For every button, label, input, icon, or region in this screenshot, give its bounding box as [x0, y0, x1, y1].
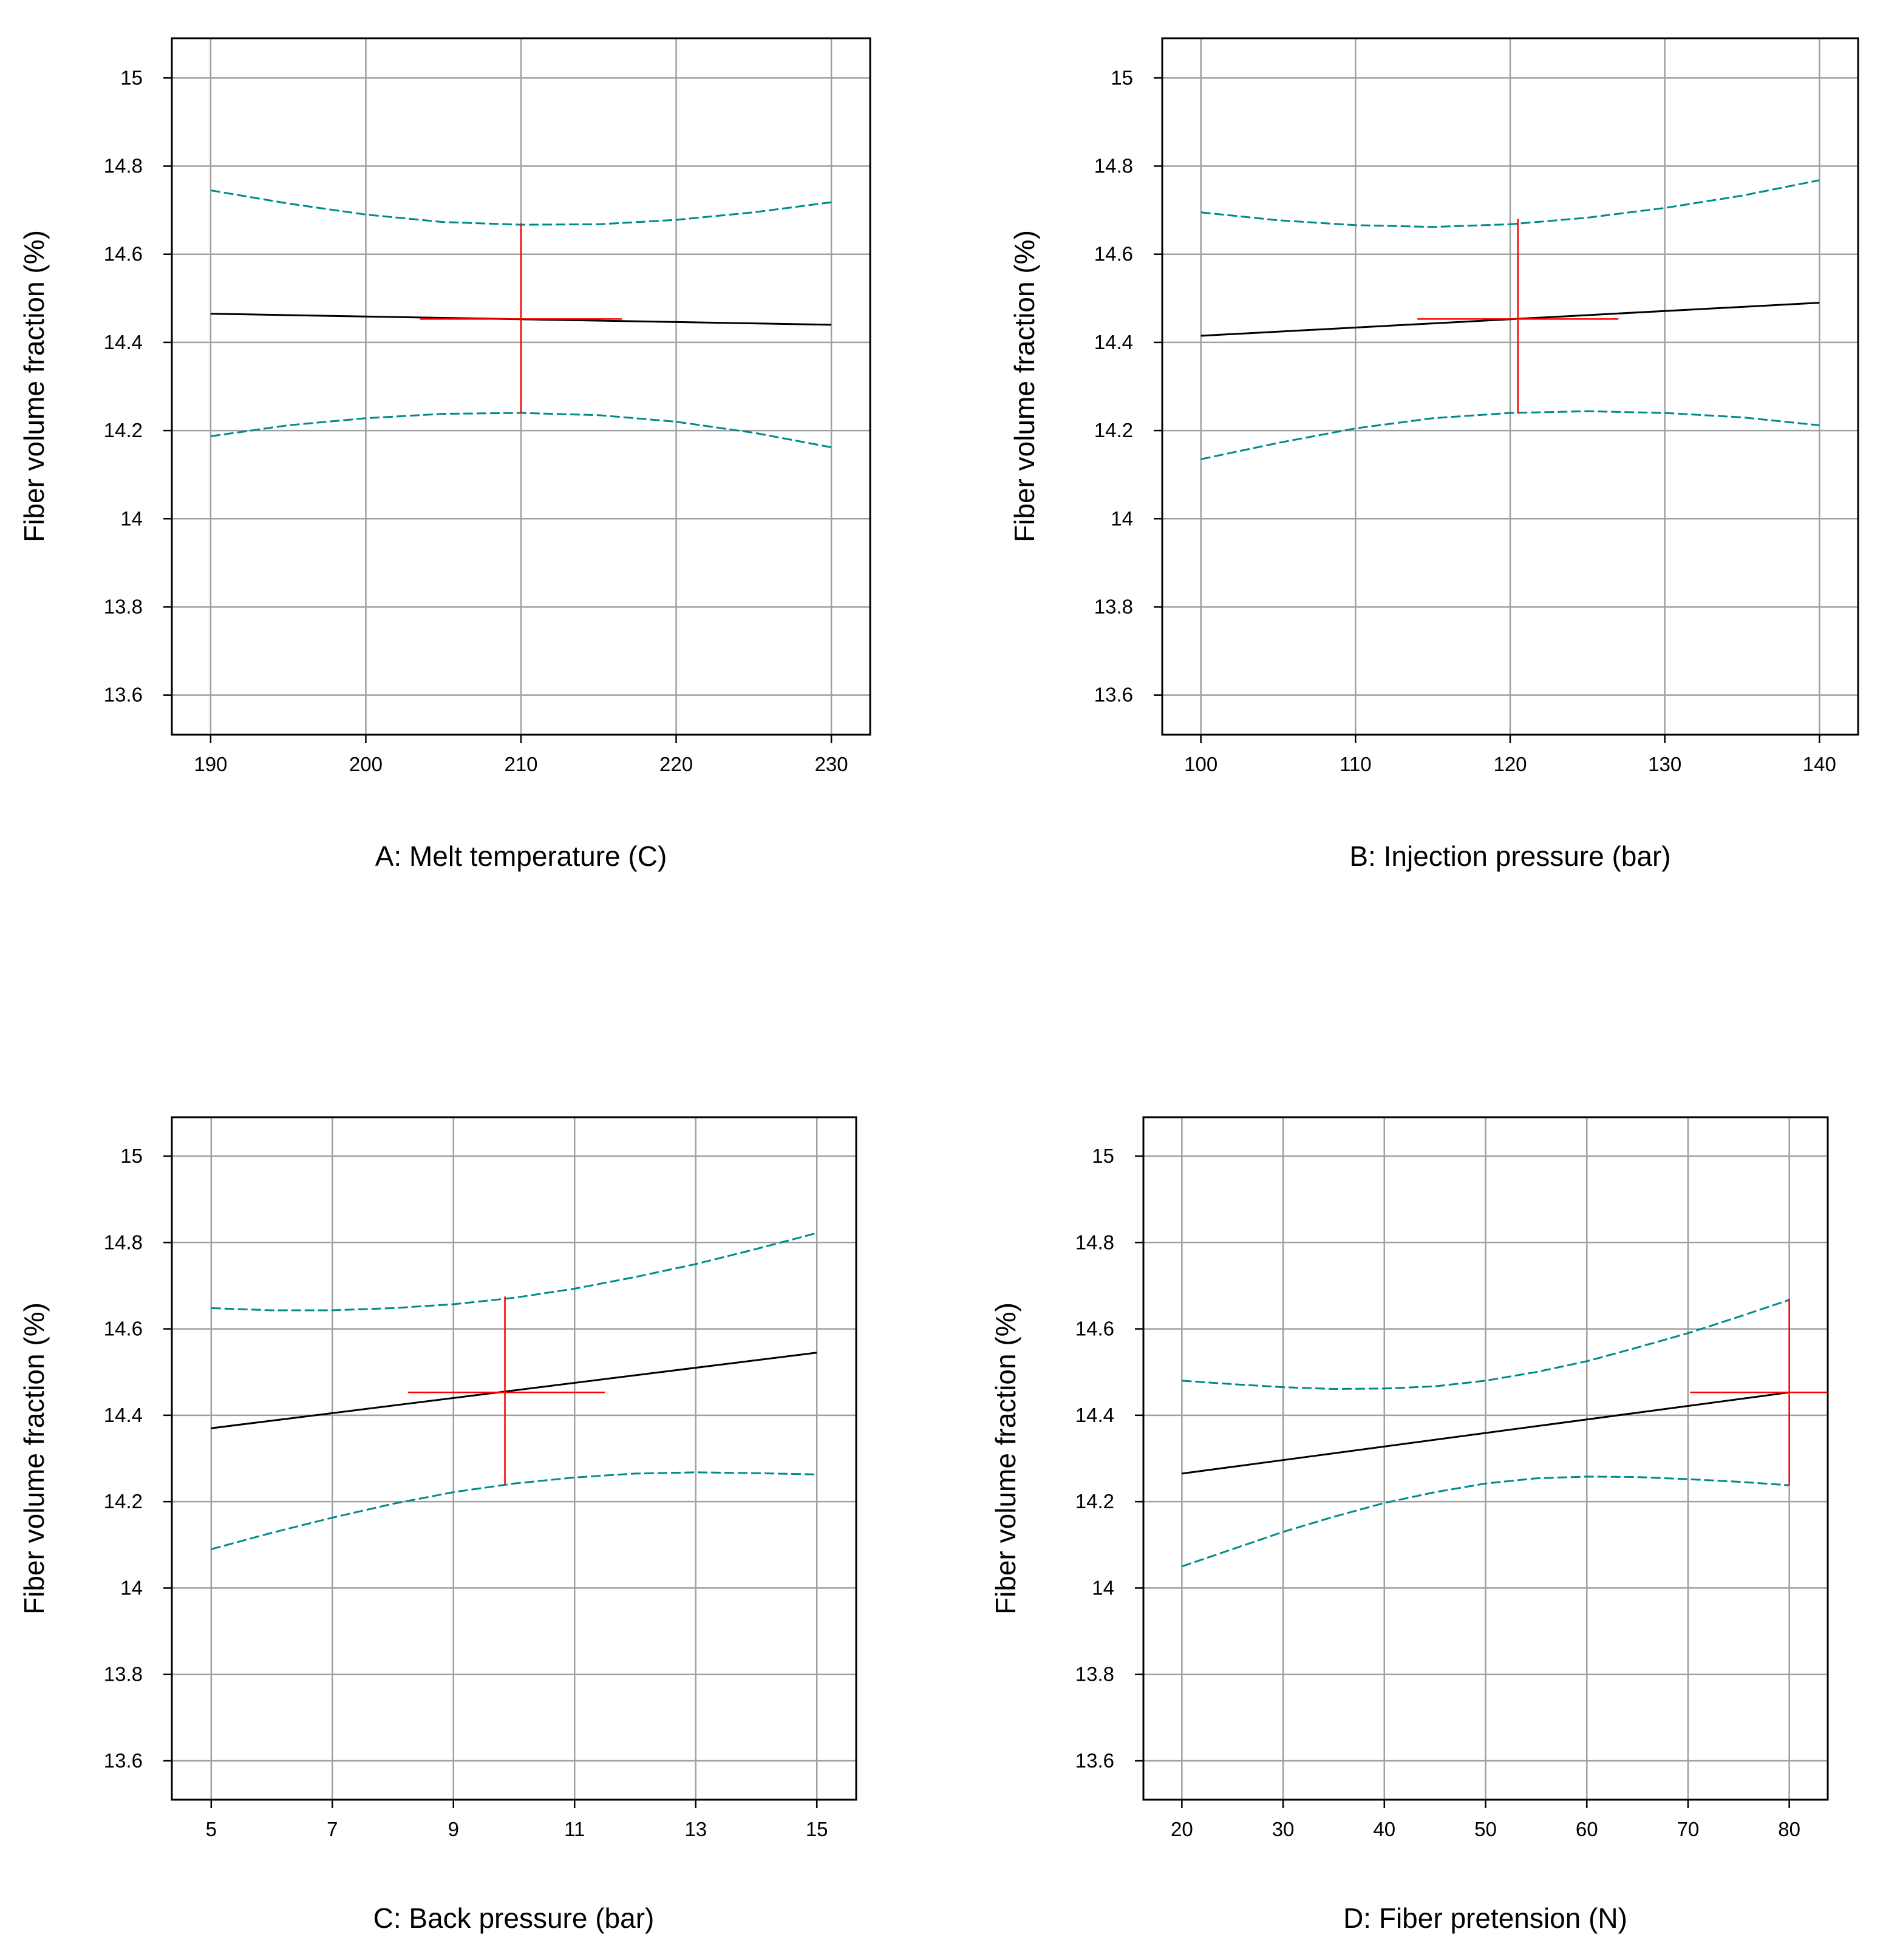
x-tick-label: 200 — [349, 753, 383, 775]
x-tick-label: 50 — [1474, 1818, 1497, 1840]
y-tick-label: 14 — [120, 1576, 143, 1599]
panel-3: 5 7 9 11 13 15 13.6 13.8 14 14.2 14.4 14.6 14.8 15 C: … — [18, 1116, 857, 1934]
lower-ci-line — [1200, 410, 1820, 460]
y-tick-label: 14.2 — [1094, 419, 1133, 441]
plot-frame — [1161, 37, 1859, 736]
y-tick-label: 14 — [1111, 507, 1133, 529]
x-tick-label: 20 — [1171, 1818, 1193, 1840]
x-tick-label: 120 — [1493, 753, 1527, 775]
x-tick-label: 220 — [659, 753, 693, 775]
upper-ci-line — [1182, 1299, 1790, 1390]
predicted-line — [211, 1352, 817, 1429]
y-tick-label: 13.6 — [104, 684, 143, 706]
y-tick-label: 14.6 — [104, 243, 143, 265]
plot-frame — [1142, 1116, 1829, 1801]
y-tick-label: 14.8 — [1094, 155, 1133, 177]
y-tick-label: 14.8 — [104, 1231, 143, 1253]
plot-frame — [171, 1116, 857, 1801]
y-tick-label: 14.6 — [1075, 1318, 1114, 1340]
x-tick-label: 70 — [1677, 1818, 1700, 1840]
x-tick-label: 140 — [1803, 753, 1836, 775]
y-tick-label: 13.6 — [1075, 1749, 1114, 1772]
panel-1: 190 200 210 220 230 13.6 13.8 14 14.2 14.4 14.6 14.… — [18, 37, 871, 872]
x-tick-label: 110 — [1340, 753, 1372, 775]
x-axis-label: B: Injection pressure (bar) — [1349, 840, 1670, 872]
x-tick-label: 13 — [684, 1818, 707, 1840]
y-tick-label: 14.2 — [104, 1490, 143, 1513]
y-tick-label: 15 — [120, 1145, 143, 1167]
x-tick-label: 130 — [1648, 753, 1681, 775]
predicted-line — [1182, 1391, 1789, 1475]
y-tick-label: 14.8 — [104, 155, 143, 177]
x-tick-label: 40 — [1373, 1818, 1395, 1840]
x-tick-label: 190 — [194, 753, 227, 775]
x-tick-label: 9 — [448, 1818, 459, 1840]
y-tick-label: 14.4 — [104, 331, 143, 353]
y-axis-label: Fiber volume fraction (%) — [18, 230, 50, 542]
lower-ci-line — [211, 1471, 817, 1550]
x-tick-label: 60 — [1576, 1818, 1598, 1840]
y-tick-label: 13.8 — [104, 1663, 143, 1686]
x-axis-label: A: Melt temperature (C) — [375, 840, 667, 872]
y-tick-label: 13.8 — [104, 595, 143, 618]
panel-2: 100 110 120 130 140 13.6 13.8 14 14.2 14.4 14.6 14.… — [1009, 37, 1859, 872]
lower-ci-line — [210, 412, 832, 449]
x-tick-label: 230 — [815, 753, 848, 775]
x-tick-label: 11 — [564, 1818, 585, 1840]
x-tick-label: 210 — [504, 753, 537, 775]
x-tick-label: 15 — [806, 1818, 828, 1840]
y-tick-label: 14.6 — [104, 1318, 143, 1340]
y-tick-label: 15 — [120, 66, 143, 89]
y-tick-label: 14 — [1092, 1576, 1114, 1599]
x-tick-label: 100 — [1184, 753, 1217, 775]
y-axis-label: Fiber volume fraction (%) — [1009, 230, 1040, 542]
y-tick-label: 13.6 — [1094, 684, 1133, 706]
upper-ci-line — [211, 1232, 817, 1312]
x-tick-label: 80 — [1778, 1818, 1800, 1840]
y-tick-label: 14.6 — [1094, 243, 1133, 265]
y-tick-label: 14 — [120, 507, 143, 529]
lower-ci-line — [1181, 1475, 1789, 1568]
x-tick-label: 5 — [206, 1818, 217, 1840]
x-tick-label: 30 — [1272, 1818, 1295, 1840]
y-tick-label: 15 — [1092, 1145, 1114, 1167]
y-tick-label: 13.6 — [104, 1749, 143, 1772]
upper-ci-line — [1200, 179, 1820, 228]
plot-frame — [171, 37, 871, 736]
y-tick-label: 14.4 — [1094, 331, 1133, 353]
y-axis-label: Fiber volume fraction (%) — [990, 1302, 1021, 1615]
panel-4: 20 30 40 50 60 70 80 13.6 13.8 14 14.2 14.4 14.6 14.8… — [990, 1116, 1829, 1934]
y-tick-label: 14.8 — [1075, 1231, 1114, 1253]
y-tick-label: 14.4 — [1075, 1404, 1114, 1426]
x-tick-label: 7 — [327, 1818, 338, 1840]
y-tick-label: 15 — [1111, 66, 1133, 89]
y-tick-label: 14.4 — [104, 1404, 143, 1426]
x-axis-label: D: Fiber pretension (N) — [1343, 1902, 1627, 1934]
y-tick-label: 13.8 — [1094, 595, 1133, 618]
x-axis-label: C: Back pressure (bar) — [373, 1902, 655, 1934]
y-tick-label: 14.2 — [104, 419, 143, 441]
y-axis-label: Fiber volume fraction (%) — [18, 1302, 50, 1615]
y-tick-label: 14.2 — [1075, 1490, 1114, 1513]
y-tick-label: 13.8 — [1075, 1663, 1114, 1686]
